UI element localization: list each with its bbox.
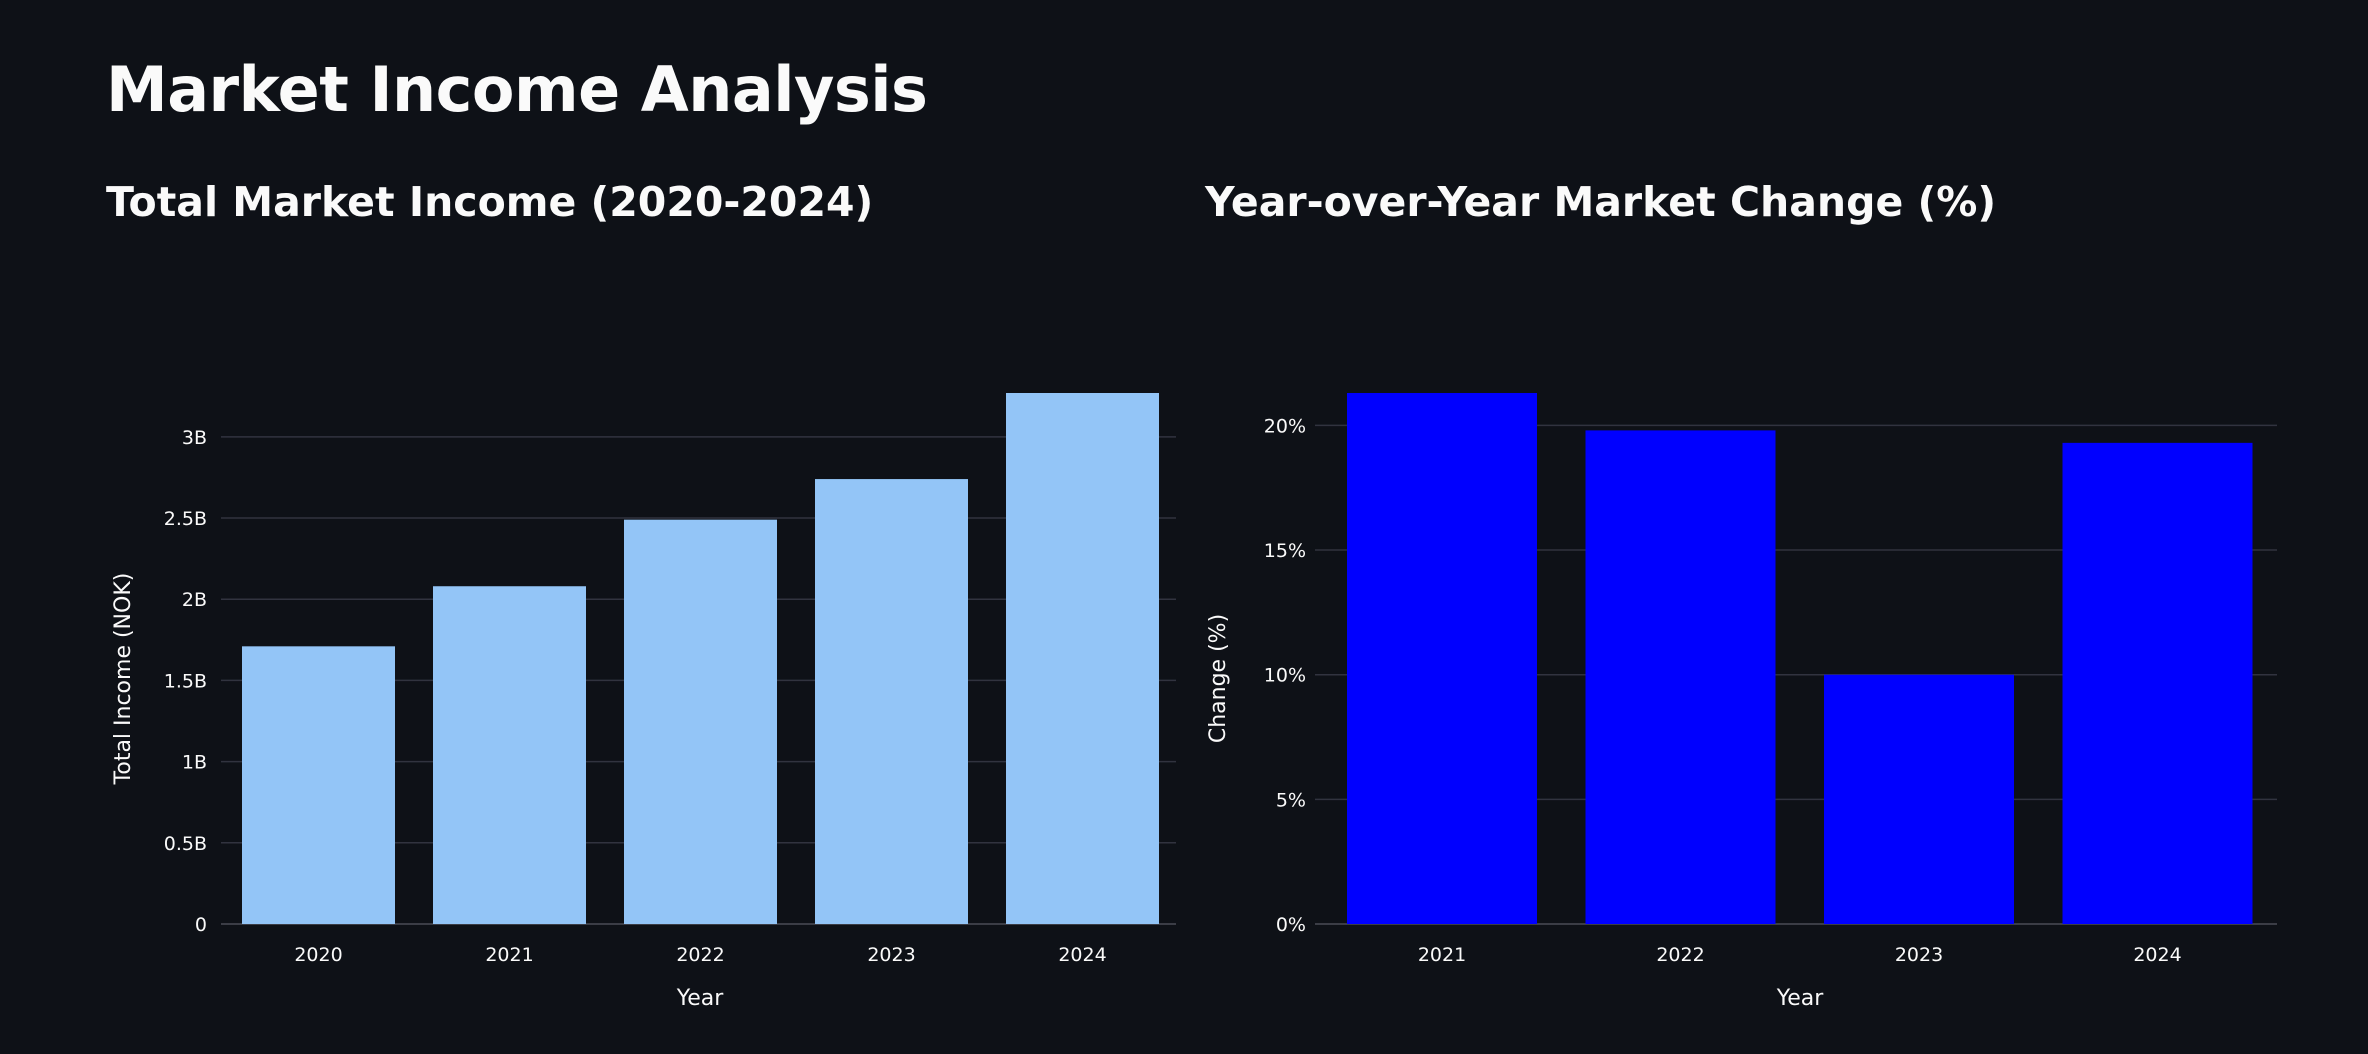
x-tick-label: 2020 (294, 944, 342, 966)
y-tick-label: 1.5B (164, 670, 207, 692)
y-axis-title: Total Income (NOK) (111, 573, 136, 786)
x-tick-label: 2024 (2133, 944, 2181, 966)
income-bar-2022[interactable] (624, 519, 777, 924)
x-tick-label: 2022 (1656, 944, 1704, 966)
income-chart-title: Total Market Income (2020-2024) (106, 178, 874, 226)
x-tick-label: 2024 (1058, 944, 1106, 966)
income-chart-panel: Total Market Income (2020-2024) 0 0.5B 1B 1… (106, 170, 1186, 1040)
y-tick-label: 5% (1276, 789, 1306, 811)
page-title: Market Income Analysis (106, 53, 928, 126)
yoy-chart-panel: Year-over-Year Market Change (%) 0% 5% 10%… (1205, 170, 2305, 1040)
y-tick-label: 0 (195, 914, 207, 936)
y-tick-label: 3B (182, 427, 207, 449)
y-tick-label: 2.5B (164, 508, 207, 530)
y-tick-label: 15% (1264, 540, 1306, 562)
y-tick-label: 10% (1264, 665, 1306, 687)
income-bar-2023[interactable] (815, 479, 968, 924)
yoy-bar-2022[interactable] (1585, 430, 1776, 924)
income-bar-2020[interactable] (242, 646, 395, 924)
y-tick-label: 1B (182, 752, 207, 774)
x-tick-label: 2022 (676, 944, 724, 966)
y-axis-title: Change (%) (1206, 614, 1231, 743)
x-tick-label: 2021 (485, 944, 533, 966)
y-tick-label: 20% (1264, 415, 1306, 437)
yoy-chart-title: Year-over-Year Market Change (%) (1205, 178, 1997, 226)
y-tick-label: 0% (1276, 914, 1306, 936)
yoy-bar-chart: 0% 5% 10% 15% 20% 2021 2022 2023 2024 Year Change … (1206, 393, 2277, 1011)
income-bar-chart: 0 0.5B 1B 1.5B 2B 2.5B 3B 2020 2021 2022 2023 2024 Y… (111, 393, 1176, 1011)
x-axis-title: Year (676, 986, 725, 1011)
x-tick-label: 2023 (1895, 944, 1943, 966)
x-tick-label: 2021 (1418, 944, 1466, 966)
y-tick-label: 0.5B (164, 833, 207, 855)
yoy-bar-2024[interactable] (2062, 442, 2253, 924)
y-tick-label: 2B (182, 589, 207, 611)
x-tick-label: 2023 (867, 944, 915, 966)
income-bar-2024[interactable] (1006, 393, 1159, 924)
x-axis-title: Year (1776, 986, 1825, 1011)
yoy-bar-2023[interactable] (1824, 674, 2014, 924)
income-bar-2021[interactable] (433, 586, 586, 924)
yoy-bar-2021[interactable] (1347, 393, 1537, 924)
